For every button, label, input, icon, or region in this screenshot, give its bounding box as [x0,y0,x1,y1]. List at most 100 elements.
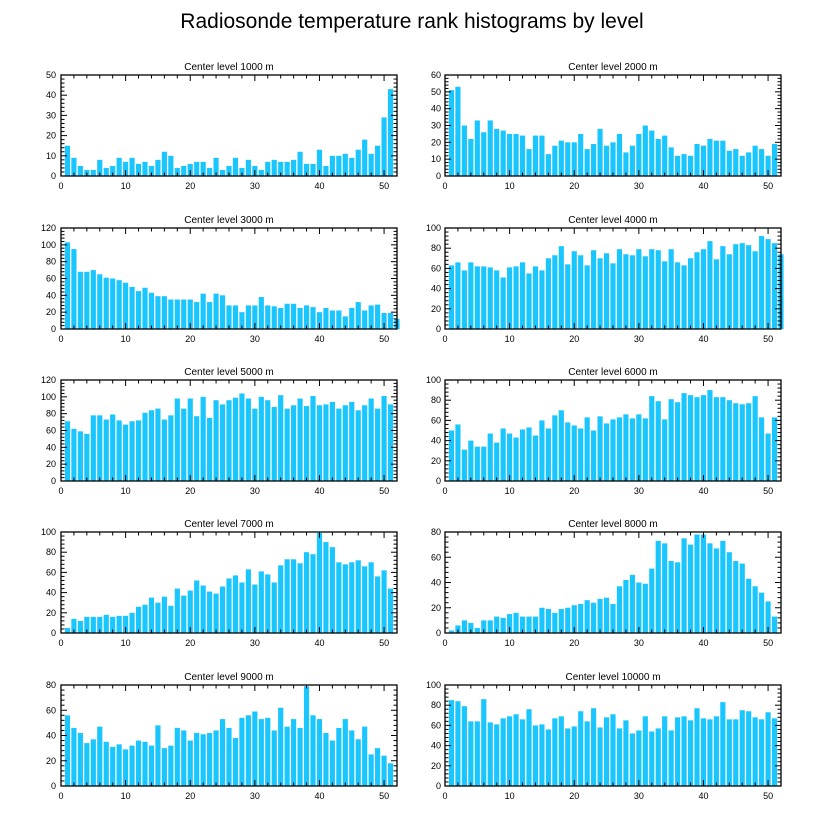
histogram-bar [513,266,519,329]
histogram-bar [123,424,129,481]
histogram-bar [355,739,361,786]
histogram-bar [110,746,116,786]
histogram-bar [700,249,707,329]
histogram-bar [135,163,142,176]
histogram-bar [649,130,655,176]
histogram-panel: Center level 2000 m 0 10 20 30 40 50 0 10 20 30 40 5… [431,62,782,191]
histogram-bar [103,741,109,786]
histogram-bar [448,700,455,786]
histogram-bar [77,732,83,786]
histogram-bar [739,404,745,481]
histogram-bar [584,149,590,176]
histogram-bar [675,562,681,633]
histogram-bar [468,721,474,786]
histogram-bar [148,410,155,481]
histogram-bar [487,433,493,481]
histogram-bar [148,292,155,329]
histogram-bar [297,727,303,786]
x-tick-label: 20 [185,638,195,648]
histogram-bar [219,404,226,481]
histogram-bar [226,400,232,481]
histogram-bar [375,748,381,787]
y-tick-label: 80 [46,547,56,557]
histogram-bar [610,714,616,786]
histogram-bar [759,592,765,633]
histogram-bar [232,157,239,176]
histogram-bar [155,159,161,176]
histogram-bar [616,249,623,329]
histogram-bar [578,133,584,176]
histogram-bar [258,571,264,633]
histogram-bar [355,302,361,329]
histogram-bar [487,120,493,176]
histogram-bar [303,406,310,481]
histogram-bar [623,152,629,176]
histogram-bar [616,417,623,481]
histogram-bar [591,430,597,481]
histogram-bar [110,165,116,176]
histogram-bar [571,142,577,176]
histogram-bar [681,265,687,329]
histogram-bar [194,161,200,176]
histogram-bar [245,715,251,786]
histogram-bar [381,395,387,481]
histogram-bar [110,616,116,633]
histogram-bar [636,249,642,329]
x-tick-label: 50 [763,486,773,496]
histogram-bar [297,563,303,633]
histogram-bar [539,270,545,329]
histogram-bar [187,299,193,329]
y-tick-label: 50 [46,70,56,80]
histogram-bar [161,748,167,787]
histogram-bar [565,607,571,633]
histogram-bar [291,559,297,633]
x-tick-label: 20 [185,181,195,191]
histogram-bar [642,716,648,786]
histogram-bar [448,630,455,633]
histogram-bar [271,406,277,481]
histogram-bar [668,399,674,481]
x-tick-label: 30 [250,334,260,344]
histogram-bar [155,725,161,786]
histogram-bar [759,719,765,786]
histogram-bar [90,616,96,633]
histogram-bar [342,316,348,330]
histogram-bar [116,280,122,329]
histogram-bar [771,243,778,329]
histogram-bar [726,552,732,633]
y-tick-label: 0 [51,628,56,638]
histogram-bar [746,245,752,329]
histogram-bar [752,251,758,329]
panel-title: Center level 9000 m [184,672,274,683]
histogram-bar [532,725,539,786]
histogram-bar [700,718,707,786]
histogram-bar [655,540,661,633]
y-tick-label: 20 [431,603,441,613]
histogram-bar [323,307,329,329]
histogram-bar [675,717,681,786]
histogram-bar [155,602,161,633]
histogram-bar [187,740,193,786]
histogram-bar [387,404,394,481]
x-tick-label: 40 [698,791,708,801]
histogram-bar [123,282,129,329]
histogram-bar [329,310,335,329]
histogram-bar [681,716,687,786]
histogram-bar [265,305,271,329]
histogram-bar [610,263,616,329]
histogram-bar [558,716,564,786]
histogram-bar [526,427,532,481]
histogram-bar [629,255,635,329]
histogram-bar [316,149,323,176]
histogram-bar [303,552,310,633]
histogram-bar [142,161,148,176]
x-tick-label: 20 [185,334,195,344]
histogram-bar [707,719,713,786]
histogram-bar [284,303,290,329]
histogram-bar [500,277,506,329]
histogram-bar [481,446,487,481]
histogram-bar [142,287,148,329]
histogram-bar [258,719,264,786]
histogram-bar [71,157,77,176]
histogram-bar [297,151,303,176]
